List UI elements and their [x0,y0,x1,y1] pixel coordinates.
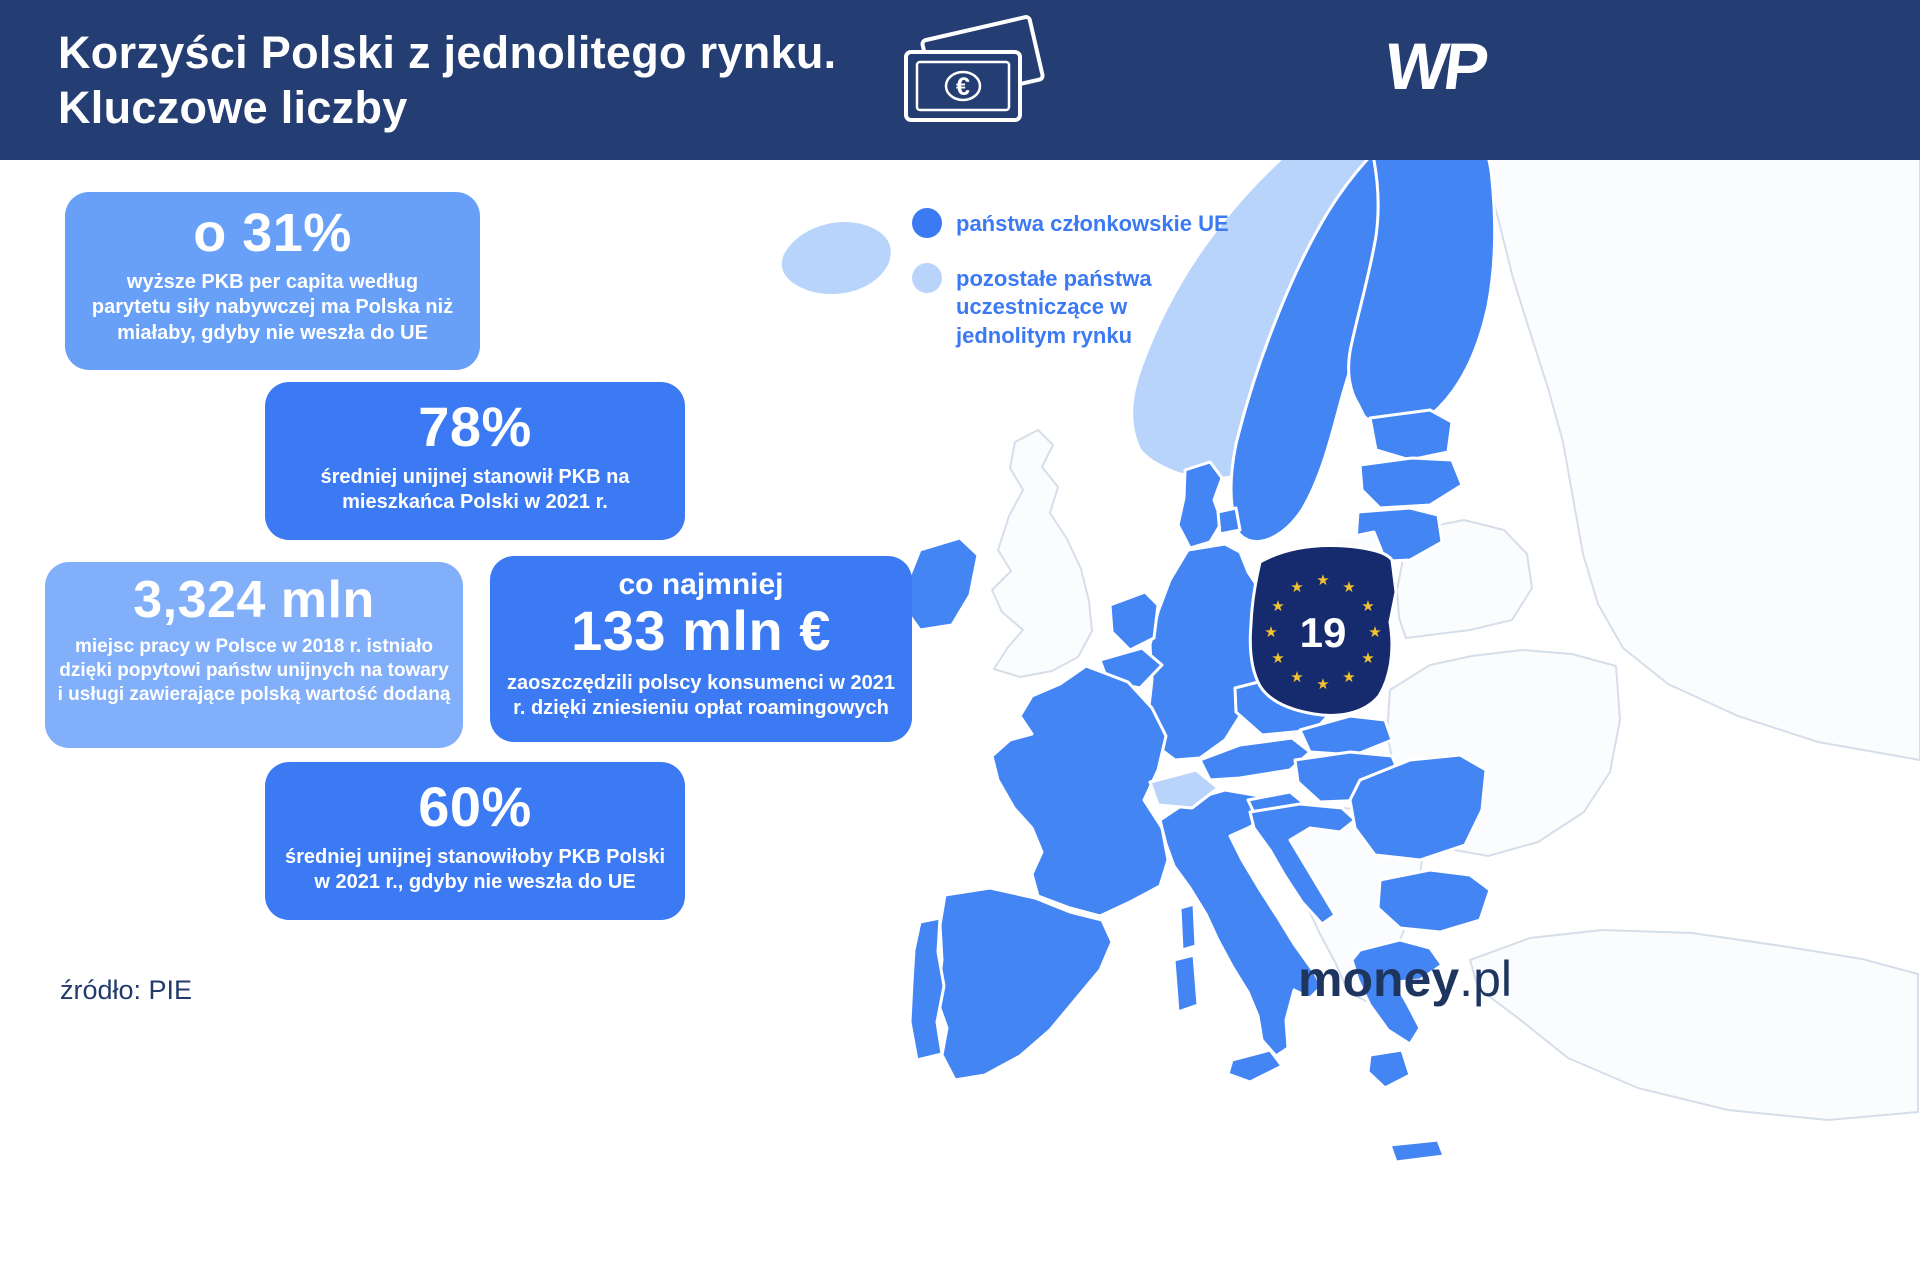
stat-desc-gdp-without-eu: średniej unijnej stanowiłoby PKB Polski … [284,846,666,894]
stat-card-jobs: 3,324 mln miejsc pracy w Polsce w 2018 r… [45,562,463,748]
country-croatia [1248,802,1357,926]
country-france [990,664,1170,918]
eu-star-icon: ★ [1361,650,1374,667]
moneypl-logo-money: money [1298,951,1460,1007]
header: Korzyści Polski z jednolitego rynku. Klu… [0,0,1920,160]
moneypl-logo: money.pl [1298,950,1512,1008]
legend-dot-eu-icon [912,208,942,238]
country-switzerland-group [1148,768,1220,810]
title-line-2: Kluczowe liczby [58,81,408,133]
country-spain [935,886,1114,1082]
eu-star-icon: ★ [1290,579,1303,596]
country-finland [1347,160,1497,430]
country-denmark [1176,460,1224,550]
source-note: źródło: PIE [60,975,193,1005]
country-iceland [778,219,894,297]
stat-desc-roaming-savings: zaoszczędzili polscy konsumenci w 2021 r… [507,671,895,720]
eu-star-icon: ★ [1316,572,1329,589]
eu-star-icon: ★ [1271,598,1284,615]
map-legend: państwa członkowskie UE pozostałe państw… [912,208,1229,350]
stat-desc-gdp-per-capita: wyższe PKB per capita według parytetu si… [91,271,454,344]
country-united-kingdom [991,429,1093,678]
stat-value-roaming-savings: 133 mln € [571,599,831,662]
stat-value-gdp-without-eu: 60% [418,775,532,838]
legend-item-participants: pozostałe państwa uczestniczące w jednol… [912,262,1229,351]
stat-card-gdp-share-2021: 78% średniej unijnej stanowił PKB na mie… [265,382,685,540]
moneypl-logo-pl: .pl [1459,951,1512,1007]
non-participating-countries [991,160,1920,1121]
legend-label-eu-members: państwa członkowskie UE [956,211,1229,236]
legend-item-eu-members: państwa członkowskie UE [912,208,1229,239]
eu-star-icon: ★ [1368,624,1381,641]
eu-star-icon: ★ [1342,669,1355,686]
country-romania [1348,753,1488,862]
eu-star-icon: ★ [1290,669,1303,686]
stat-card-roaming-savings: co najmniej 133 mln € zaoszczędzili pols… [490,556,912,742]
country-estonia [1368,408,1454,462]
title-line-1: Korzyści Polski z jednolitego rynku. [58,27,837,78]
stat-value-gdp-per-capita: o 31% [193,203,352,263]
eu-stars-ring: ★ ★ ★ ★ ★ ★ ★ ★ ★ ★ ★ ★ [1264,572,1381,693]
stat-prefix-roaming-savings: co najmniej [618,568,784,601]
poland-badge-number: 19 [1300,609,1347,656]
country-poland [1248,544,1398,717]
country-italy-sicily [1226,1048,1284,1084]
eu-star-icon: ★ [1264,624,1277,641]
euro-banknote-icon: € [904,15,1045,122]
legend-dot-participants-icon [912,262,942,293]
country-greece-peloponnese [1366,1048,1412,1090]
eu-member-countries [900,160,1497,1164]
country-bulgaria [1376,868,1492,934]
stat-desc-jobs: miejsc pracy w Polsce w 2018 r. istniało… [57,636,451,706]
europe-map: ★ ★ ★ ★ ★ ★ ★ ★ ★ ★ ★ ★ 19 [778,160,1920,1164]
wp-logo: WP [1381,29,1489,103]
country-portugal [908,916,946,1062]
stat-card-gdp-per-capita: o 31% wyższe PKB per capita według paryt… [65,192,480,370]
legend-label-participants: pozostałe państwa uczestniczące w jednol… [956,265,1152,348]
eu-star-icon: ★ [1271,650,1284,667]
country-latvia [1358,456,1464,510]
country-greece-crete [1388,1138,1446,1164]
country-switzerland [1148,768,1220,810]
country-france-corsica [1178,902,1198,952]
country-italy-sardinia [1172,953,1200,1014]
stat-value-gdp-share-2021: 78% [418,395,532,458]
eu-star-icon: ★ [1361,598,1374,615]
stat-card-gdp-without-eu: 60% średniej unijnej stanowiłoby PKB Pol… [265,762,685,920]
country-turkey [1469,929,1919,1121]
stat-desc-gdp-share-2021: średniej unijnej stanowił PKB na mieszka… [320,466,630,514]
country-ireland [900,536,980,632]
country-netherlands [1108,590,1160,652]
country-greece [1350,938,1444,1046]
stat-value-jobs: 3,324 mln [133,571,375,629]
eu-star-icon: ★ [1342,579,1355,596]
eu-star-icon: ★ [1316,676,1329,693]
country-denmark-island [1216,506,1242,536]
banknote-front: € [904,50,1022,122]
euro-symbol: € [956,73,970,101]
country-russia [1481,160,1920,761]
page-title: Korzyści Polski z jednolitego rynku. Klu… [58,26,836,136]
